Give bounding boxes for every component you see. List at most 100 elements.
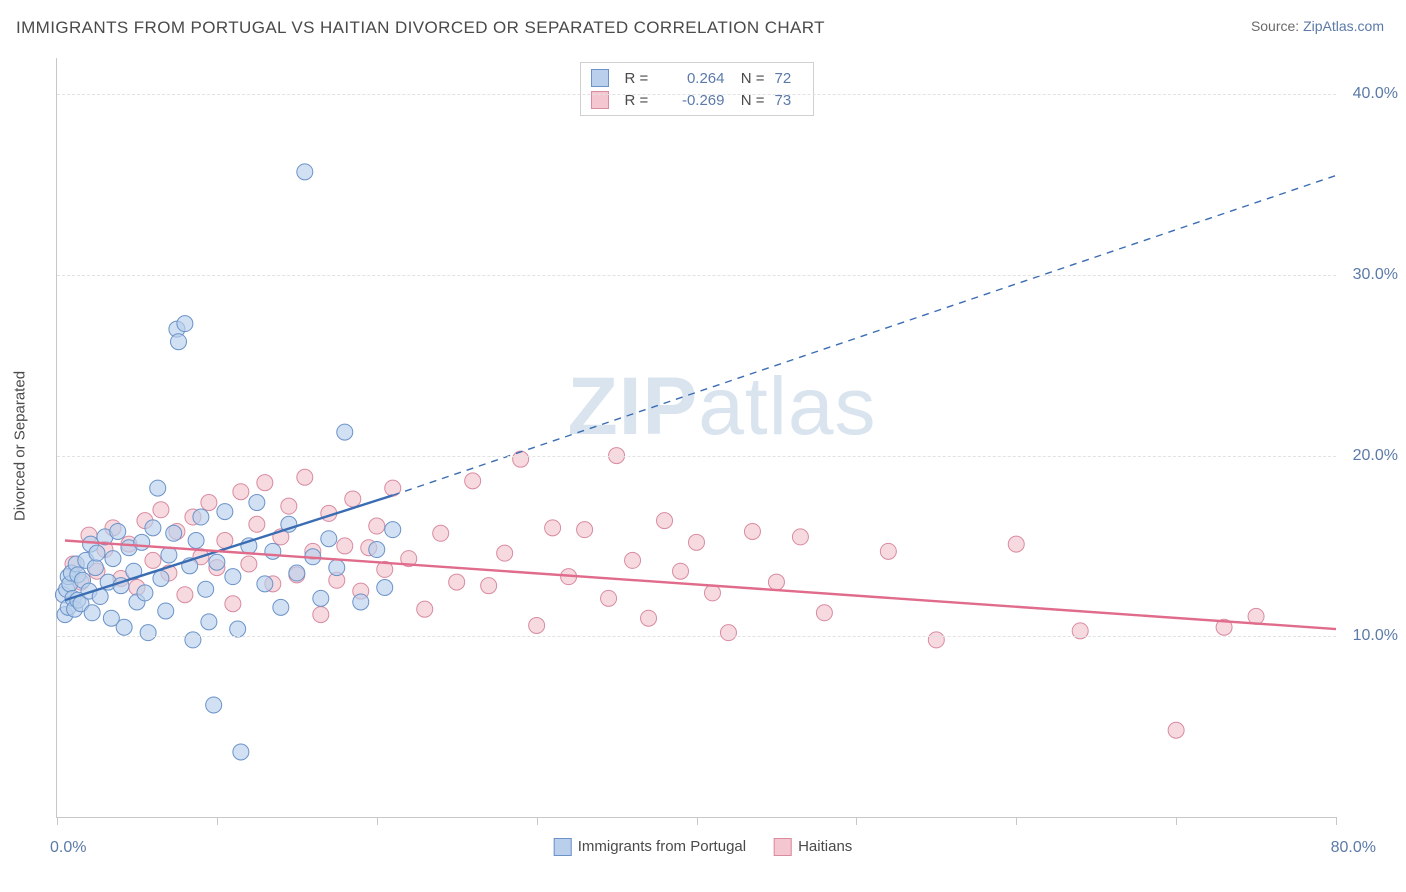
data-point: [816, 605, 832, 621]
data-point: [417, 601, 433, 617]
data-point: [297, 164, 313, 180]
data-point: [345, 491, 361, 507]
data-point: [329, 560, 345, 576]
y-tick-label: 10.0%: [1353, 627, 1398, 645]
data-point: [177, 316, 193, 332]
data-point: [230, 621, 246, 637]
y-tick-label: 20.0%: [1353, 447, 1398, 465]
data-point: [321, 531, 337, 547]
data-point: [1008, 536, 1024, 552]
data-point: [257, 576, 273, 592]
data-point: [577, 522, 593, 538]
data-point: [768, 574, 784, 590]
data-point: [497, 545, 513, 561]
data-point: [206, 697, 222, 713]
data-point: [150, 480, 166, 496]
data-point: [369, 518, 385, 534]
data-point: [313, 607, 329, 623]
scatter-plot-svg: [57, 58, 1336, 817]
data-point: [744, 523, 760, 539]
data-point: [153, 502, 169, 518]
series-legend: Immigrants from Portugal Haitians: [554, 838, 853, 856]
data-point: [720, 625, 736, 641]
data-point: [89, 545, 105, 561]
data-point: [289, 565, 305, 581]
trend-line: [65, 541, 1336, 630]
data-point: [281, 498, 297, 514]
data-point: [337, 424, 353, 440]
data-point: [145, 520, 161, 536]
data-point: [166, 525, 182, 541]
data-point: [465, 473, 481, 489]
data-point: [377, 579, 393, 595]
data-point: [545, 520, 561, 536]
data-point: [241, 556, 257, 572]
data-point: [185, 632, 201, 648]
data-point: [105, 551, 121, 567]
data-point: [792, 529, 808, 545]
data-point: [193, 509, 209, 525]
data-point: [641, 610, 657, 626]
data-point: [137, 585, 153, 601]
data-point: [353, 594, 369, 610]
data-point: [209, 554, 225, 570]
data-point: [140, 625, 156, 641]
data-point: [481, 578, 497, 594]
source-link[interactable]: ZipAtlas.com: [1303, 18, 1384, 34]
data-point: [273, 599, 289, 615]
legend-swatch-bottom-0: [554, 838, 572, 856]
y-tick-label: 30.0%: [1353, 266, 1398, 284]
data-point: [225, 596, 241, 612]
data-point: [928, 632, 944, 648]
legend-item-0: Immigrants from Portugal: [554, 838, 746, 856]
data-point: [673, 563, 689, 579]
data-point: [158, 603, 174, 619]
data-point: [433, 525, 449, 541]
legend-item-1: Haitians: [774, 838, 852, 856]
source-label: Source: ZipAtlas.com: [1251, 18, 1384, 34]
plot-area: ZIPatlas R = 0.264 N = 72 R = -0.269 N =…: [56, 58, 1336, 818]
data-point: [249, 495, 265, 511]
data-point: [198, 581, 214, 597]
data-point: [201, 495, 217, 511]
data-point: [161, 547, 177, 563]
data-point: [385, 522, 401, 538]
data-point: [297, 469, 313, 485]
y-tick-label: 40.0%: [1353, 85, 1398, 103]
data-point: [177, 587, 193, 603]
data-point: [265, 543, 281, 559]
data-point: [369, 542, 385, 558]
y-axis-label: Divorced or Separated: [12, 371, 29, 521]
data-point: [449, 574, 465, 590]
data-point: [153, 570, 169, 586]
data-point: [188, 533, 204, 549]
data-point: [116, 619, 132, 635]
data-point: [337, 538, 353, 554]
data-point: [1168, 722, 1184, 738]
data-point: [134, 534, 150, 550]
data-point: [87, 560, 103, 576]
data-point: [880, 543, 896, 559]
data-point: [225, 569, 241, 585]
data-point: [217, 504, 233, 520]
data-point: [529, 617, 545, 633]
data-point: [601, 590, 617, 606]
chart-container: IMMIGRANTS FROM PORTUGAL VS HAITIAN DIVO…: [0, 0, 1406, 892]
data-point: [84, 605, 100, 621]
trend-line-extrapolated: [393, 175, 1336, 495]
data-point: [110, 523, 126, 539]
x-origin-label: 0.0%: [50, 839, 86, 857]
chart-title: IMMIGRANTS FROM PORTUGAL VS HAITIAN DIVO…: [16, 18, 825, 38]
data-point: [313, 590, 329, 606]
data-point: [625, 552, 641, 568]
data-point: [513, 451, 529, 467]
data-point: [201, 614, 217, 630]
data-point: [657, 513, 673, 529]
data-point: [704, 585, 720, 601]
data-point: [233, 484, 249, 500]
data-point: [257, 475, 273, 491]
data-point: [233, 744, 249, 760]
data-point: [689, 534, 705, 550]
data-point: [249, 516, 265, 532]
data-point: [145, 552, 161, 568]
